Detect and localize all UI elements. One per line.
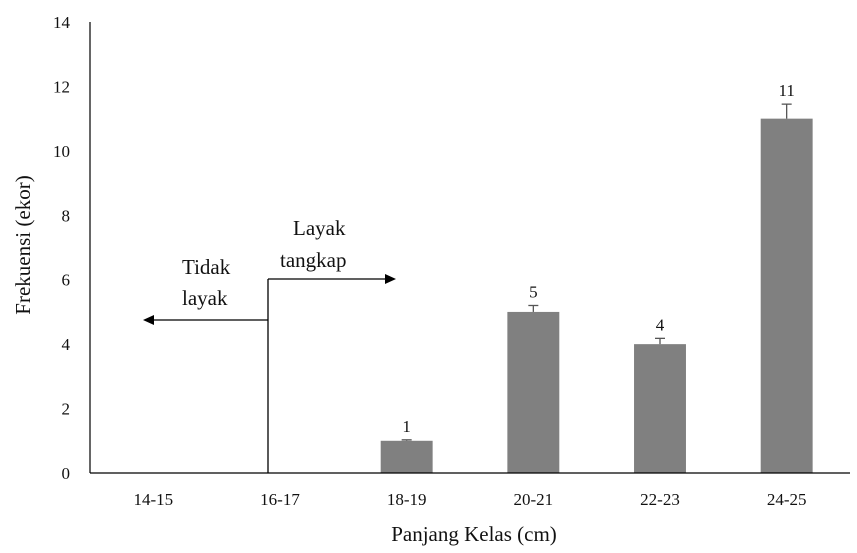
y-tick-label-2: 4 xyxy=(62,335,71,354)
x-axis-ticks: 14-15 16-17 18-19 20-21 22-23 24-25 xyxy=(133,490,806,509)
x-tick-label-5: 24-25 xyxy=(767,490,807,509)
bar-22-23 xyxy=(634,344,686,473)
bar-20-21 xyxy=(507,311,560,473)
eligibility-annotation: Tidak layak Layak tangkap xyxy=(143,216,396,473)
annotation-layak: layak xyxy=(182,286,228,310)
y-tick-label-6: 12 xyxy=(53,77,70,96)
x-tick-label-2: 18-19 xyxy=(387,490,427,509)
data-label-18-19: 1 xyxy=(402,417,411,436)
right-arrowhead-icon xyxy=(385,274,396,284)
y-tick-label-7: 14 xyxy=(53,13,71,32)
y-tick-label-0: 0 xyxy=(62,464,71,483)
bars: 1 5 4 11 xyxy=(380,81,813,474)
x-tick-label-4: 22-23 xyxy=(640,490,680,509)
x-axis-title: Panjang Kelas (cm) xyxy=(391,522,557,546)
y-axis-ticks: 0 2 4 6 8 10 12 14 xyxy=(53,13,71,483)
y-axis-title: Frekuensi (ekor) xyxy=(11,175,35,314)
y-tick-label-5: 10 xyxy=(53,142,70,161)
y-tick-label-1: 2 xyxy=(62,400,71,419)
bar-18-19 xyxy=(380,440,433,473)
bar-24-25 xyxy=(760,118,813,474)
y-tick-label-3: 6 xyxy=(62,271,71,290)
data-label-24-25: 11 xyxy=(778,81,794,100)
data-label-22-23: 4 xyxy=(656,315,665,334)
x-tick-label-3: 20-21 xyxy=(513,490,553,509)
x-tick-label-1: 16-17 xyxy=(260,490,300,509)
annotation-tangkap: tangkap xyxy=(280,248,346,272)
x-tick-label-0: 14-15 xyxy=(133,490,173,509)
annotation-layak-2: Layak xyxy=(293,216,346,240)
annotation-tidak: Tidak xyxy=(182,255,231,279)
data-label-20-21: 5 xyxy=(529,282,538,301)
left-arrowhead-icon xyxy=(143,315,154,325)
y-tick-label-4: 8 xyxy=(62,206,71,225)
